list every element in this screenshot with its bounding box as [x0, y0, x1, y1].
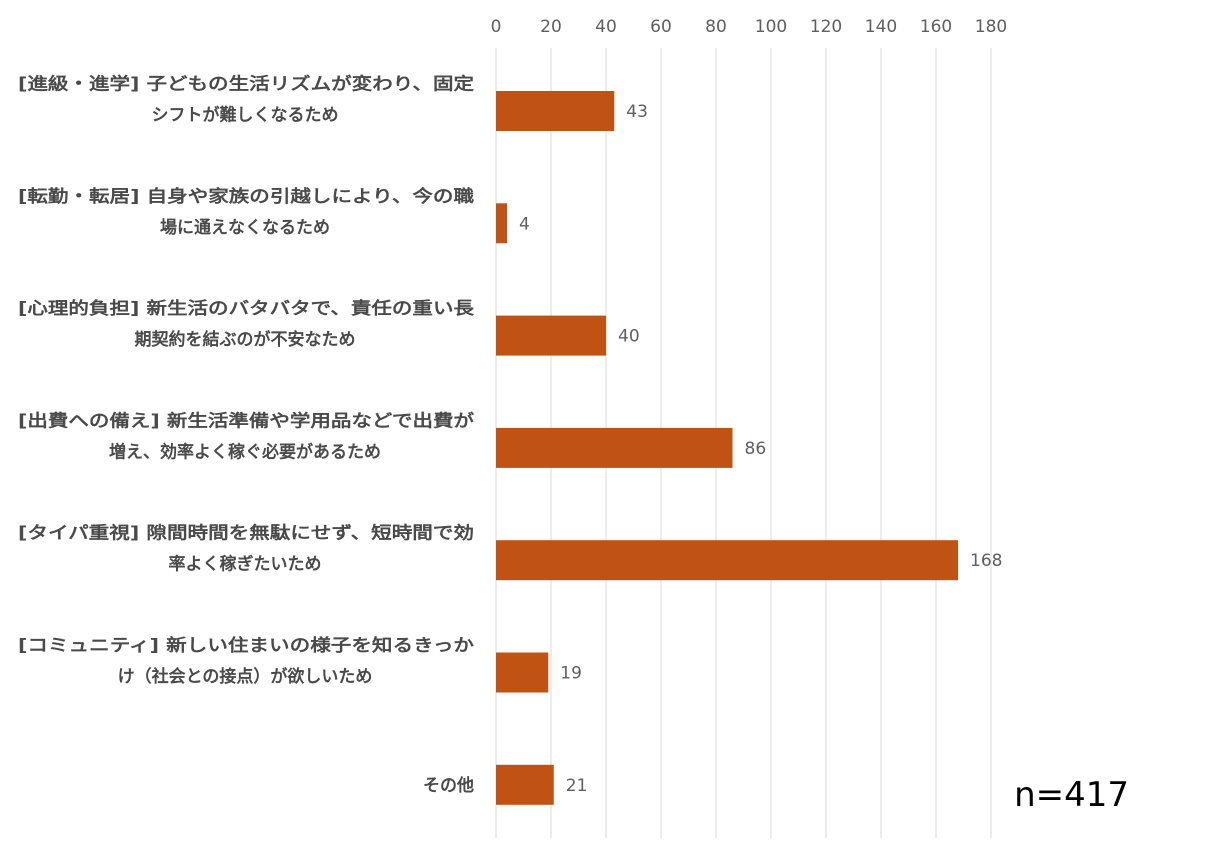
sample-size-annotation: n=417: [1014, 775, 1129, 815]
x-tick-label: 140: [865, 17, 897, 37]
category-label: 期契約を結ぶのが不安なため: [135, 329, 356, 350]
category-label: [進級・進学] 子どもの生活リズムが変わり、固定: [18, 74, 474, 95]
x-tick-label: 40: [595, 17, 617, 37]
x-axis-ticks: 0 20 40 60 80 100 120 140 160 180: [491, 17, 1008, 37]
x-tick-label: 80: [705, 17, 727, 37]
x-tick-label: 60: [650, 17, 672, 37]
bar: [496, 91, 615, 131]
x-tick-label: 100: [755, 17, 787, 37]
bar: [496, 540, 958, 581]
category-label: [心理的負担] 新生活のバタバタで、責任の重い長: [18, 298, 475, 319]
bar: [496, 764, 554, 805]
bar-value-label: 43: [626, 102, 648, 122]
bar-value-label: 21: [566, 776, 588, 796]
x-tick-label: 0: [491, 17, 502, 37]
bar: [496, 427, 733, 468]
category-label: [転勤・転居] 自身や家族の引越しにより、今の職: [18, 186, 474, 207]
category-label: [コミュニティ] 新しい住まいの様子を知るきっか: [18, 635, 474, 656]
bar: [496, 203, 507, 244]
x-tick-label: 160: [920, 17, 952, 37]
value-labels: 43 4 40 86 168 19 21: [519, 102, 1002, 796]
x-tick-label: 120: [810, 17, 842, 37]
x-tick-label: 20: [540, 17, 562, 37]
category-label: け（社会との接点）が欲しいため: [118, 666, 373, 687]
category-label: 場に通えなくなるため: [160, 218, 330, 238]
bar: [496, 315, 606, 356]
bar-value-label: 4: [519, 214, 530, 234]
category-label: シフトが難しくなるため: [152, 105, 339, 126]
bar-value-label: 19: [560, 664, 582, 684]
x-tick-label: 180: [975, 17, 1007, 37]
category-label: [出費への備え] 新生活準備や学用品などで出費が: [18, 410, 474, 431]
bar: [496, 652, 549, 693]
bar-value-label: 86: [745, 439, 767, 459]
category-label: その他: [423, 775, 474, 796]
category-label: 率よく稼ぎたいため: [169, 554, 322, 575]
category-label: [タイパ重視] 隙間時間を無駄にせず、短時間で効: [18, 523, 474, 544]
bar-value-label: 40: [618, 327, 640, 347]
bar-value-label: 168: [970, 551, 1002, 571]
category-label: 増え、効率よく稼ぐ必要があるため: [109, 441, 381, 462]
bars: [496, 91, 958, 805]
